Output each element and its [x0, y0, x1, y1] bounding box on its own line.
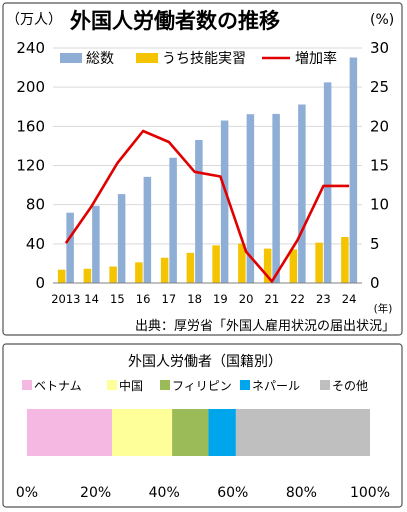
- x-axis-tick: 21: [265, 292, 280, 306]
- bar-technical-intern: [212, 245, 220, 283]
- bar-total: [169, 157, 177, 283]
- x-axis-tick: 2013: [51, 292, 80, 306]
- nationality-axis-tick: 0%: [16, 485, 38, 501]
- left-axis-tick: 0: [35, 274, 45, 292]
- nationality-axis-tick: 80%: [286, 485, 317, 501]
- x-axis-unit: (年): [374, 302, 393, 315]
- bar-total: [246, 114, 255, 283]
- right-axis-tick: 5: [370, 235, 380, 253]
- legend-swatch-3: [240, 380, 250, 390]
- nationality-legend: ベトナム 中国 フィリピン ネパール その他: [22, 378, 368, 393]
- x-axis-tick: 16: [136, 292, 151, 306]
- nationality-chart-title: 外国人労働者（国籍別）: [128, 353, 282, 370]
- legend-swatch-2: [160, 380, 170, 390]
- stack-segment-1: [112, 409, 173, 456]
- left-axis-tick: 200: [16, 78, 45, 96]
- nationality-axis-tick: 40%: [149, 485, 180, 501]
- bar-total: [143, 176, 152, 283]
- bar-technical-intern: [263, 248, 272, 283]
- bar-total: [323, 82, 332, 284]
- bar-total: [220, 120, 229, 284]
- x-axis-tick: 20: [239, 292, 254, 306]
- legend-label-4: その他: [332, 379, 368, 393]
- stack-segment-4: [235, 409, 370, 456]
- legend-label-growth-rate: 増加率: [295, 50, 337, 67]
- legend-label-technical-intern: うち技能実習: [162, 51, 246, 67]
- stack-segment-3: [208, 409, 236, 456]
- right-axis-tick: 25: [370, 78, 389, 96]
- right-axis-tick: 10: [370, 196, 389, 214]
- bar-total: [92, 205, 100, 283]
- x-axis-tick: 22: [290, 292, 305, 306]
- x-axis-tick: 15: [110, 292, 125, 306]
- line-growth-rate: [64, 129, 350, 283]
- x-axis-tick: 18: [187, 292, 202, 306]
- bar-technical-intern: [135, 262, 143, 283]
- nationality-axis-tick: 60%: [217, 485, 248, 501]
- legend-swatch-4: [320, 380, 330, 390]
- bar-technical-intern: [289, 249, 298, 283]
- right-axis-unit: (%): [370, 12, 394, 28]
- right-axis-tick: 20: [370, 117, 389, 135]
- bar-technical-intern: [315, 242, 323, 283]
- x-axis-tick: 14: [84, 292, 99, 306]
- legend-swatch-total: [60, 53, 82, 63]
- bar-technical-intern: [83, 268, 92, 283]
- chart-title: 外国人労働者数の推移: [70, 9, 280, 33]
- bar-total: [272, 113, 280, 283]
- left-axis-tick: 80: [26, 196, 45, 214]
- x-axis-tick: 19: [213, 292, 228, 306]
- left-axis-tick: 160: [16, 117, 45, 135]
- legend-swatch-0: [22, 380, 32, 390]
- x-axis-tick: 23: [316, 292, 331, 306]
- nationality-axis-tick: 20%: [80, 485, 111, 501]
- bar-technical-intern: [186, 252, 195, 283]
- legend: 総数 うち技能実習 増加率: [60, 50, 337, 67]
- bar-technical-intern: [341, 236, 349, 283]
- legend-label-0: ベトナム: [34, 379, 82, 393]
- grid-lines: [53, 47, 362, 245]
- left-axis-unit: （万人）: [6, 12, 62, 28]
- stack-segment-2: [172, 409, 209, 456]
- legend-label-1: 中国: [119, 378, 143, 393]
- legend-swatch-1: [107, 380, 117, 390]
- source-note: 出典：厚労省「外国人雇用状況の届出状況」: [135, 318, 395, 334]
- nationality-axis-tick: 100%: [350, 485, 390, 501]
- right-axis-tick: 15: [370, 157, 389, 175]
- right-axis-tick: 0: [370, 274, 380, 292]
- x-axis-tick: 17: [162, 292, 177, 306]
- left-axis-tick: 120: [16, 157, 45, 175]
- bar-total: [66, 212, 74, 283]
- bar-total: [117, 194, 126, 283]
- bar-technical-intern: [57, 269, 66, 283]
- bar-total: [349, 57, 358, 283]
- legend-label-2: フィリピン: [172, 379, 232, 393]
- legend-label-total: 総数: [86, 51, 114, 67]
- left-axis-tick: 40: [26, 235, 45, 253]
- bar-total: [298, 104, 306, 283]
- x-axis-tick: 24: [342, 292, 357, 306]
- bar-technical-intern: [238, 243, 246, 283]
- bar-total: [195, 140, 203, 283]
- bar-technical-intern: [109, 266, 117, 283]
- right-axis-tick: 30: [370, 39, 389, 57]
- legend-label-3: ネパール: [252, 379, 300, 393]
- bar-technical-intern: [160, 257, 169, 283]
- legend-swatch-technical-intern: [136, 53, 158, 63]
- left-axis-tick: 240: [16, 39, 45, 57]
- stack-segment-0: [27, 409, 113, 456]
